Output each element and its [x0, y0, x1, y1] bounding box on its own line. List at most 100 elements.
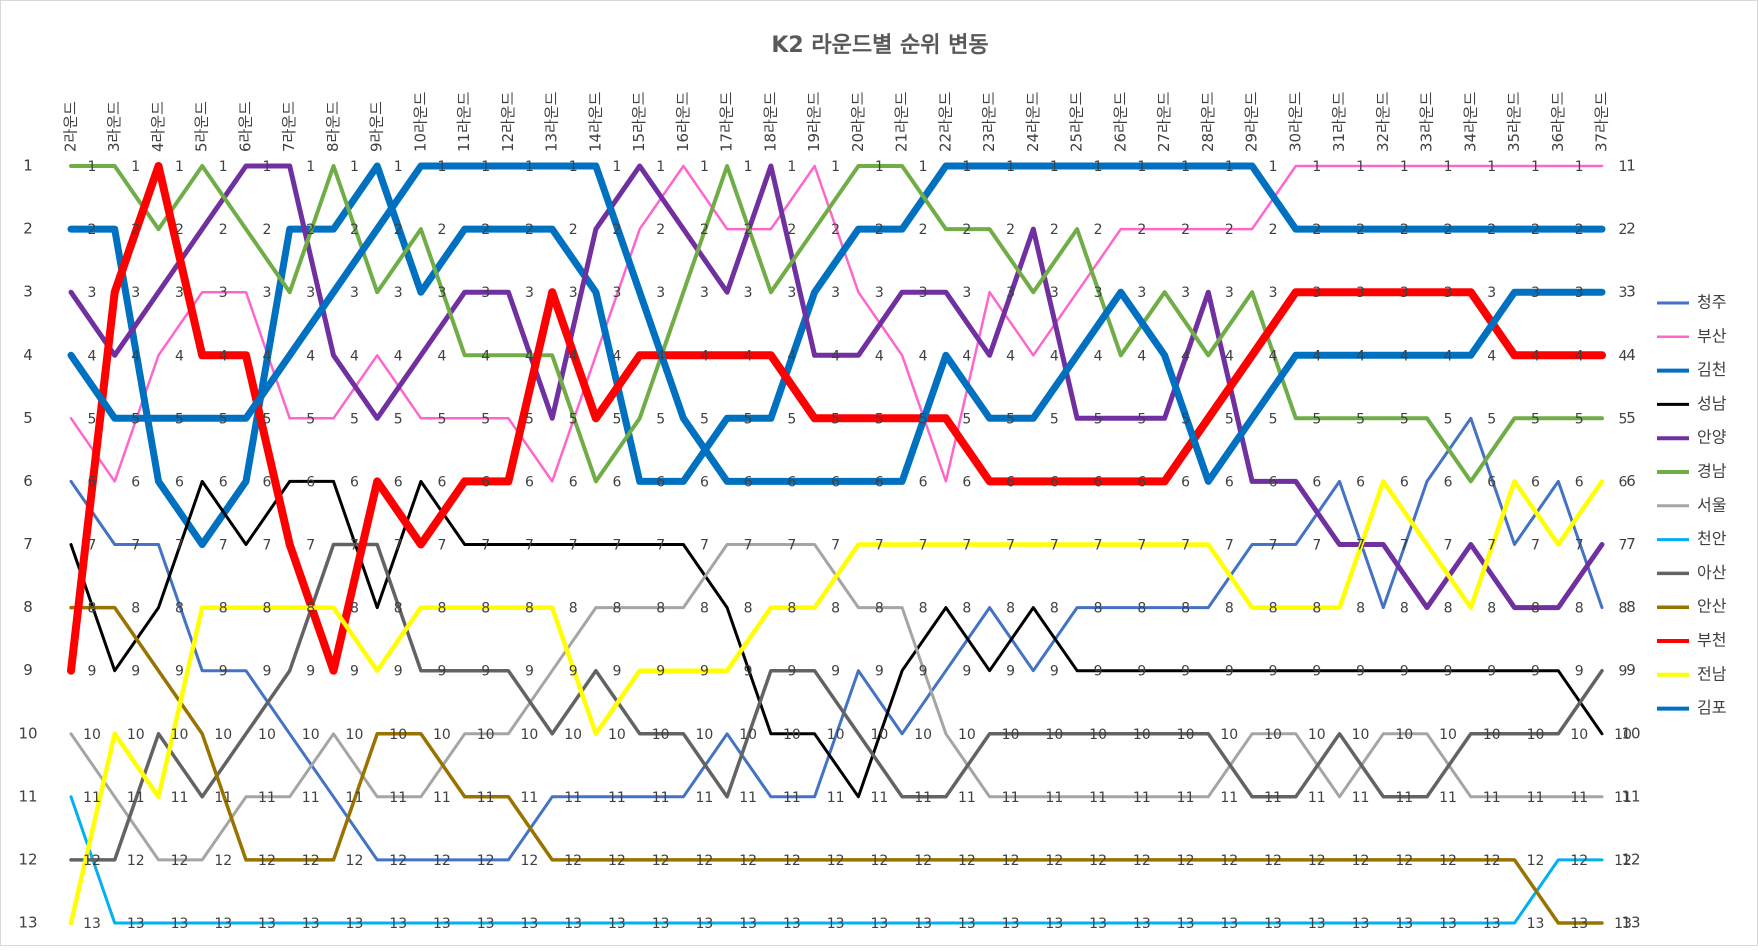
data-label: 4	[1312, 348, 1321, 364]
data-label: 12	[302, 853, 320, 869]
data-label: 11	[739, 790, 757, 806]
data-label: 11	[1570, 790, 1588, 806]
data-label: 1	[1356, 159, 1365, 175]
data-label: 5	[263, 411, 272, 427]
data-label: 4	[306, 348, 315, 364]
legend-label: 부산	[1697, 326, 1727, 345]
data-label: 4	[875, 348, 884, 364]
data-label: 10	[1264, 727, 1282, 743]
data-label: 11	[1527, 790, 1545, 806]
data-label: 1	[1312, 159, 1321, 175]
data-label: 12	[1308, 853, 1326, 869]
data-label: 3	[263, 285, 272, 301]
data-label: 6	[612, 474, 621, 490]
data-label: 6	[525, 474, 534, 490]
data-label: 9	[131, 664, 140, 680]
data-label: 8	[744, 601, 753, 617]
x-tick-label: 23라운드	[980, 91, 998, 152]
data-label: 3	[175, 285, 184, 301]
data-label: 3	[131, 285, 140, 301]
data-label: 7	[1356, 538, 1365, 554]
data-label: 1	[612, 159, 621, 175]
data-label: 10	[83, 727, 101, 743]
y-tick-label: 13	[18, 914, 37, 932]
x-tick-label: 18라운드	[761, 91, 779, 152]
data-label: 8	[1181, 601, 1190, 617]
data-label: 12	[171, 853, 189, 869]
x-tick-label: 32라운드	[1374, 91, 1392, 152]
data-label: 2	[1356, 222, 1365, 238]
data-label: 1	[744, 159, 753, 175]
data-label: 9	[1094, 664, 1103, 680]
data-label: 7	[1575, 538, 1584, 554]
x-tick-label: 19라운드	[805, 91, 823, 152]
x-tick-label: 28라운드	[1199, 91, 1217, 152]
data-label: 1	[1094, 159, 1103, 175]
data-label: 8	[525, 601, 534, 617]
data-label: 7	[1531, 538, 1540, 554]
data-label: 8	[175, 601, 184, 617]
x-tick-label: 35라운드	[1505, 91, 1523, 152]
data-label: 6	[481, 474, 490, 490]
data-label: 7	[700, 538, 709, 554]
data-label: 12	[1133, 853, 1151, 869]
data-label: 6	[1269, 474, 1278, 490]
data-label: 7	[1181, 538, 1190, 554]
data-label: 9	[1444, 664, 1453, 680]
data-label: 9	[787, 664, 796, 680]
data-label: 11	[302, 790, 320, 806]
data-label: 2	[1269, 222, 1278, 238]
legend-label: 천안	[1697, 529, 1727, 548]
data-label: 8	[612, 601, 621, 617]
data-label: 13	[127, 916, 145, 932]
data-label: 3	[875, 285, 884, 301]
x-tick-label: 24라운드	[1024, 91, 1042, 152]
data-label: 9	[962, 664, 971, 680]
data-label: 1	[1619, 159, 1628, 175]
y2-tick-label: 10	[1621, 724, 1640, 742]
series-line	[69, 605, 1604, 925]
data-label: 11	[258, 790, 276, 806]
y-tick-label: 4	[23, 346, 33, 364]
data-label: 11	[346, 790, 364, 806]
x-tick-label: 26라운드	[1111, 91, 1129, 152]
data-label: 6	[875, 474, 884, 490]
data-label: 2	[1225, 222, 1234, 238]
data-label: 7	[1094, 538, 1103, 554]
data-label: 7	[1400, 538, 1409, 554]
data-label: 3	[1400, 285, 1409, 301]
data-label: 3	[219, 285, 228, 301]
data-label: 13	[521, 916, 539, 932]
y-tick-label: 5	[23, 409, 33, 427]
data-label: 9	[394, 664, 403, 680]
data-label: 12	[1570, 853, 1588, 869]
data-label: 2	[656, 222, 665, 238]
data-label: 9	[263, 664, 272, 680]
x-tick-label: 20라운드	[849, 91, 867, 152]
data-label: 2	[744, 222, 753, 238]
data-label: 11	[1352, 790, 1370, 806]
x-tick-label: 11라운드	[455, 91, 473, 152]
data-label: 10	[521, 727, 539, 743]
data-label: 5	[1094, 411, 1103, 427]
data-label: 5	[656, 411, 665, 427]
data-label: 3	[919, 285, 928, 301]
data-label: 4	[525, 348, 534, 364]
data-label: 11	[870, 790, 888, 806]
data-label: 4	[744, 348, 753, 364]
data-label: 7	[1050, 538, 1059, 554]
data-label: 7	[1006, 538, 1015, 554]
data-label: 5	[1356, 411, 1365, 427]
data-label: 5	[569, 411, 578, 427]
legend-label: 경남	[1697, 462, 1727, 481]
y2-tick-label: 6	[1626, 472, 1636, 490]
y-tick-label: 11	[18, 787, 37, 805]
data-label: 5	[1225, 411, 1234, 427]
data-label: 4	[1444, 348, 1453, 364]
data-label: 10	[695, 727, 713, 743]
data-label: 13	[389, 916, 407, 932]
data-label: 8	[350, 601, 359, 617]
data-label: 9	[919, 664, 928, 680]
data-label: 3	[1575, 285, 1584, 301]
data-label: 8	[306, 601, 315, 617]
